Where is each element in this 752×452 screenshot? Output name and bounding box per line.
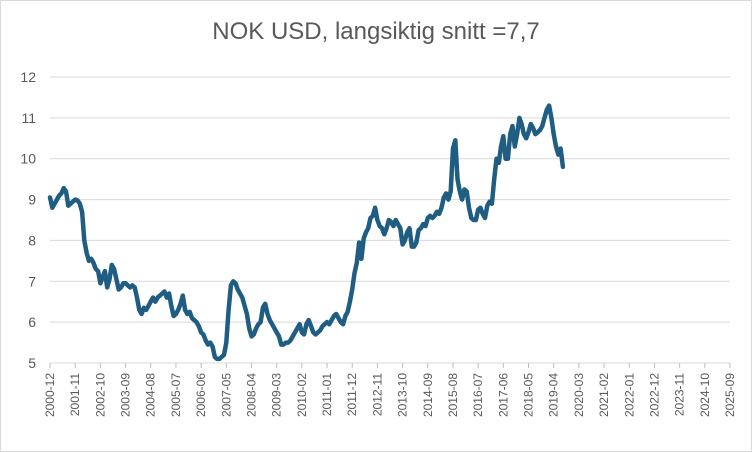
x-tick-label: 2008-04 [244,373,258,417]
y-tick-label: 8 [28,232,36,248]
y-tick-label: 7 [28,273,36,289]
y-axis: 5 6 7 8 9 10 11 12 [20,69,36,371]
chart-title: NOK USD, langsiktig snitt =7,7 [212,18,540,45]
y-tick-label: 9 [28,192,36,208]
y-tick-label: 5 [28,355,36,371]
x-tick-label: 2011-01 [320,373,334,416]
y-tick-label: 11 [21,110,36,126]
x-tick-label: 2002-10 [93,373,107,417]
x-tick-label: 2020-03 [572,373,586,417]
y-tick-label: 12 [20,69,36,85]
x-tick-label: 2019-04 [547,373,561,417]
x-tick-label: 2005-07 [169,373,183,417]
x-tick-label: 2001-11 [68,373,82,416]
x-tick-label: 2024-10 [698,373,712,417]
x-tick-label: 2009-03 [270,373,284,417]
x-tick-label: 2011-12 [345,373,359,416]
x-tick-label: 2017-06 [496,373,510,417]
y-tick-label: 10 [20,151,36,167]
x-tick-label: 2023-11 [673,373,687,416]
x-tick-label: 2007-05 [219,373,233,417]
series-layer [47,103,566,362]
gridlines [50,76,730,364]
x-tick-label: 2016-07 [471,373,485,417]
x-tick-label: 2018-05 [522,373,536,417]
x-tick-label: 2010-02 [295,373,309,417]
x-tick-label: 2025-09 [723,373,737,417]
x-tick-label: 2004-08 [144,373,158,417]
x-tick-label: 2000-12 [43,373,57,417]
x-tick-label: 2022-12 [647,373,661,417]
x-tick-label: 2014-09 [421,373,435,417]
x-tick-label: 2022-01 [622,373,636,417]
series-line [47,103,566,362]
x-tick-label: 2003-09 [119,373,133,417]
x-axis: 2000-12 2001-11 2002-10 2003-09 2004-08 2005-… [43,363,737,417]
x-tick-label: 2015-08 [446,373,460,417]
x-tick-label: 2012-11 [370,373,384,416]
x-tick-label: 2021-02 [597,373,611,417]
x-tick-label: 2013-10 [396,373,410,417]
x-tick-label: 2006-06 [194,373,208,417]
y-tick-label: 6 [28,314,36,330]
